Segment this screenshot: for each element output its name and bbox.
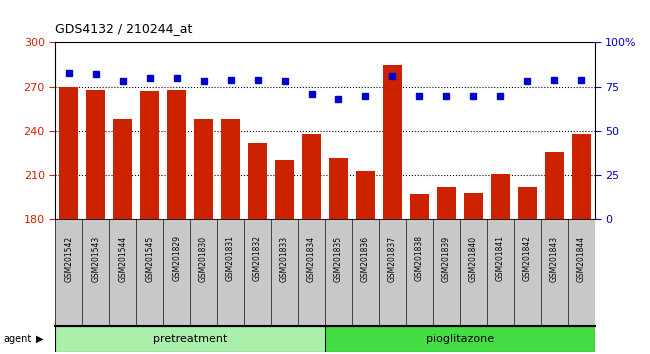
Bar	[572, 134, 591, 219]
Bar	[437, 187, 456, 219]
Text: GSM201832: GSM201832	[253, 235, 262, 281]
Bar	[248, 143, 267, 219]
Bar	[275, 160, 294, 219]
Bar	[167, 90, 186, 219]
Text: GSM201829: GSM201829	[172, 235, 181, 281]
Bar	[221, 119, 240, 219]
Text: GSM201545: GSM201545	[145, 235, 154, 282]
Text: GSM201835: GSM201835	[334, 235, 343, 281]
Text: GSM201831: GSM201831	[226, 235, 235, 281]
Bar	[545, 152, 564, 219]
Text: GDS4132 / 210244_at: GDS4132 / 210244_at	[55, 22, 192, 35]
Bar	[383, 65, 402, 219]
Text: GSM201842: GSM201842	[523, 235, 532, 281]
Text: GSM201833: GSM201833	[280, 235, 289, 281]
Bar	[302, 134, 321, 219]
Bar	[194, 119, 213, 219]
Text: GSM201542: GSM201542	[64, 235, 73, 281]
Text: GSM201543: GSM201543	[91, 235, 100, 282]
Bar	[518, 187, 537, 219]
Text: GSM201834: GSM201834	[307, 235, 316, 281]
Bar	[464, 193, 483, 219]
Text: GSM201839: GSM201839	[442, 235, 451, 281]
Text: GSM201841: GSM201841	[496, 235, 505, 281]
Text: GSM201830: GSM201830	[199, 235, 208, 281]
Bar	[356, 171, 375, 219]
Bar	[86, 90, 105, 219]
Text: GSM201844: GSM201844	[577, 235, 586, 281]
Bar	[140, 91, 159, 219]
Text: pretreatment: pretreatment	[153, 334, 228, 344]
Text: GSM201836: GSM201836	[361, 235, 370, 281]
Bar	[59, 87, 78, 219]
Text: GSM201838: GSM201838	[415, 235, 424, 281]
Bar	[491, 174, 510, 219]
Bar	[113, 119, 132, 219]
Text: agent: agent	[3, 334, 31, 344]
Text: GSM201837: GSM201837	[388, 235, 397, 281]
Text: GSM201843: GSM201843	[550, 235, 559, 281]
Text: GSM201840: GSM201840	[469, 235, 478, 281]
Text: ▶: ▶	[36, 334, 44, 344]
Bar	[410, 194, 429, 219]
Bar	[329, 158, 348, 219]
Text: GSM201544: GSM201544	[118, 235, 127, 282]
Text: pioglitazone: pioglitazone	[426, 334, 494, 344]
